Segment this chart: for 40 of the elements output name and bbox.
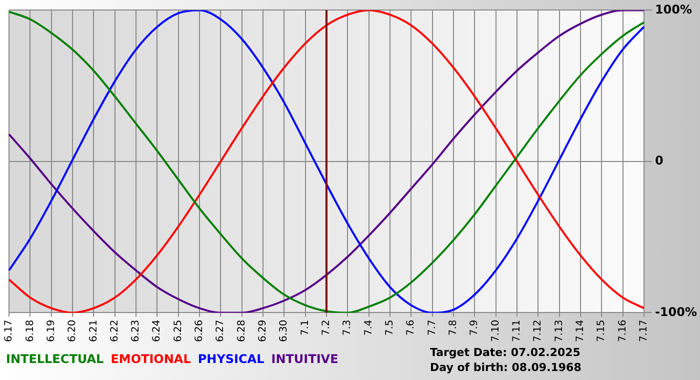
x-tick-label: 7.2 <box>321 320 332 336</box>
x-tick-label: 7.17 <box>638 320 650 342</box>
x-tick-label: 6.27 <box>215 320 226 342</box>
x-tick-label: 7.9 <box>469 320 480 336</box>
x-tick-label: 7.1 <box>300 320 311 336</box>
x-tick-label: 7.6 <box>406 320 417 336</box>
x-tick-label: 6.26 <box>194 320 206 342</box>
x-tick-label: 7.5 <box>384 320 396 336</box>
x-tick-label: 6.20 <box>67 320 78 342</box>
x-tick-label: 6.23 <box>130 320 142 342</box>
x-tick-label: 7.16 <box>617 320 628 342</box>
x-tick-label: 6.29 <box>258 320 269 342</box>
x-tick-label: 6.24 <box>152 320 163 342</box>
text: Day of birth: 08.09.1968 <box>430 360 582 375</box>
x-tick-label: 7.8 <box>448 320 460 336</box>
x-tick-label: 7.3 <box>342 320 354 336</box>
x-tick-label: 7.12 <box>532 320 544 342</box>
text: INTELLECTUAL <box>6 352 104 366</box>
x-tick-label: 6.22 <box>109 320 120 342</box>
x-tick-label: 7.10 <box>490 320 502 342</box>
text: Target Date: 07.02.2025 <box>430 345 582 360</box>
x-tick-label: 7.11 <box>512 320 523 342</box>
x-tick-label: 6.25 <box>172 320 184 342</box>
text: INTUITIVE <box>271 352 338 366</box>
x-tick-label: 7.4 <box>363 320 374 336</box>
text: EMOTIONAL <box>110 352 191 366</box>
x-tick-label: 6.19 <box>46 320 57 342</box>
x-tick-label: 7.14 <box>575 320 586 342</box>
x-tick-label: 6.17 <box>4 320 15 342</box>
y-tick-label: 100% <box>654 2 692 16</box>
x-tick-label: 6.30 <box>278 320 290 342</box>
x-tick-label: 7.7 <box>426 320 438 336</box>
x-tick-label: 7.13 <box>554 320 565 342</box>
x-tick-label: 7.15 <box>596 320 608 342</box>
y-tick-label: -100% <box>654 304 698 319</box>
y-tick-label: 0 <box>654 154 664 168</box>
x-tick-label: 6.18 <box>24 320 36 342</box>
x-tick-label: 6.28 <box>236 320 248 342</box>
x-tick-label: 6.21 <box>88 320 100 342</box>
text: PHYSICAL <box>198 352 264 366</box>
